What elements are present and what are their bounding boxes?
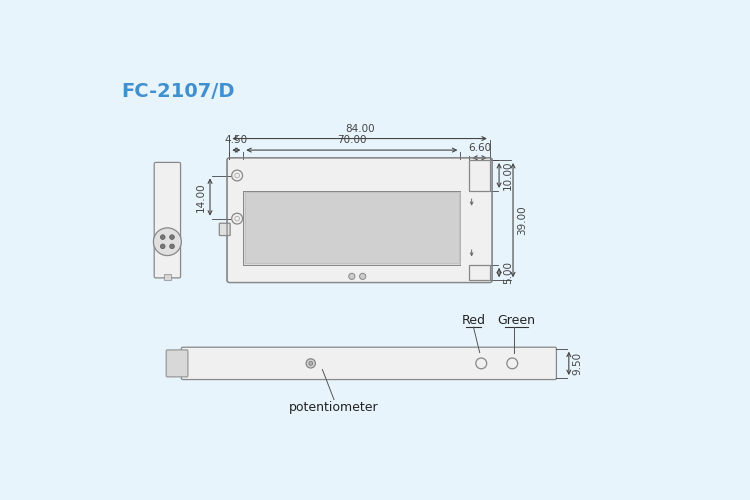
Text: 4.50: 4.50 [225,136,248,145]
Circle shape [349,274,355,280]
Text: 39.00: 39.00 [517,206,527,235]
FancyBboxPatch shape [227,158,492,282]
Text: 70.00: 70.00 [337,136,367,145]
Text: 84.00: 84.00 [345,124,374,134]
Bar [470,160,490,191]
Bar [470,160,490,191]
Circle shape [154,228,182,256]
Circle shape [160,235,165,240]
Text: 10.00: 10.00 [503,161,513,190]
Circle shape [160,244,165,248]
Bar [470,265,490,280]
Text: Green: Green [497,314,536,327]
Text: potentiometer: potentiometer [290,401,379,414]
Circle shape [170,244,174,248]
FancyBboxPatch shape [154,162,181,278]
Circle shape [309,362,313,366]
Text: 5.00: 5.00 [503,261,513,284]
Text: Red: Red [461,314,485,327]
Circle shape [232,170,242,181]
Circle shape [170,235,174,240]
Text: 14.00: 14.00 [196,182,206,212]
Text: 6.60: 6.60 [468,143,491,153]
FancyBboxPatch shape [166,350,188,377]
Circle shape [232,213,242,224]
FancyBboxPatch shape [219,223,230,235]
Circle shape [359,274,366,280]
Bar [243,191,460,265]
Text: 9.50: 9.50 [573,352,583,375]
Bar [244,192,459,264]
Bar [164,274,171,280]
Circle shape [306,359,316,368]
FancyBboxPatch shape [182,347,556,380]
Text: FC-2107/D: FC-2107/D [121,82,234,101]
Bar [470,265,490,280]
